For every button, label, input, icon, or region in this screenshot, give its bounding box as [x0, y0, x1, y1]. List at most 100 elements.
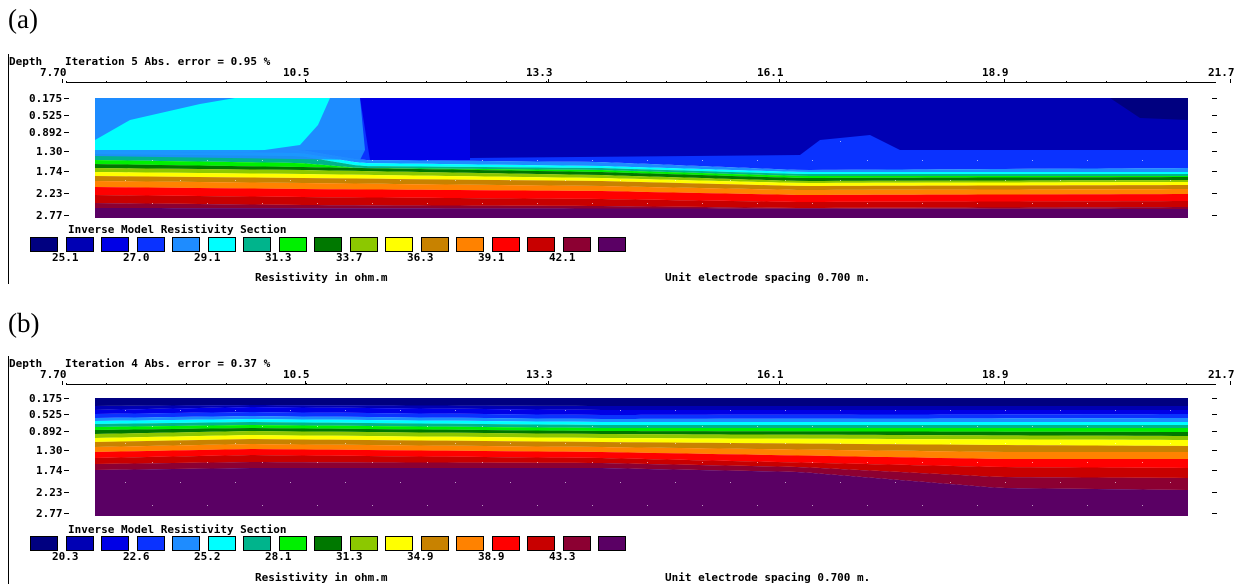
- x-minor-tick: [1066, 383, 1067, 385]
- datum-dot: [152, 160, 153, 161]
- datum-dot: [867, 462, 868, 463]
- datum-dot: [345, 410, 346, 411]
- legend-swatch: [243, 237, 271, 252]
- x-tick-mark: [1230, 381, 1231, 385]
- legend-swatch: [527, 536, 555, 551]
- legend-value: 31.3: [336, 550, 363, 563]
- datum-dot: [1197, 124, 1198, 125]
- legend-swatch: [491, 237, 520, 252]
- datum-dot: [647, 203, 648, 204]
- datum-dot: [812, 462, 813, 463]
- legend-swatch: [420, 536, 449, 551]
- datum-dot: [262, 203, 263, 204]
- section-title: Inverse Model Resistivity Section: [68, 223, 287, 236]
- datum-dot: [1087, 505, 1088, 506]
- resistivity-band: [95, 187, 1188, 202]
- datum-dot: [235, 482, 236, 483]
- datum-dot: [840, 443, 841, 444]
- datum-dot: [977, 203, 978, 204]
- cyan-zone: [95, 98, 330, 152]
- datum-dot: [1115, 410, 1116, 411]
- x-minor-tick: [546, 81, 547, 83]
- x-tick-mark: [305, 79, 306, 83]
- datum-dot: [950, 443, 951, 444]
- datum-dot: [317, 462, 318, 463]
- datum-dot: [345, 443, 346, 444]
- datum-dot: [537, 505, 538, 506]
- datum-dot: [537, 462, 538, 463]
- resistivity-band: [95, 172, 1188, 186]
- datum-dot: [757, 426, 758, 427]
- x-tick-mark: [62, 79, 63, 83]
- datum-dot: [290, 482, 291, 483]
- resistivity-band: [95, 425, 1188, 432]
- x-minor-tick: [506, 383, 507, 385]
- depth-tick-label: 2.23: [36, 187, 63, 200]
- depth-tick-mark: [1212, 98, 1217, 99]
- datum-dot: [592, 426, 593, 427]
- datum-dot: [1032, 203, 1033, 204]
- depth-tick-mark: [64, 398, 69, 399]
- resistivity-band: [95, 412, 1188, 419]
- legend-value: 33.7: [336, 251, 363, 264]
- legend-swatch: [101, 237, 129, 252]
- datum-dot: [262, 426, 263, 427]
- resistivity-label: Resistivity in ohm.m: [255, 571, 388, 584]
- x-minor-tick: [826, 81, 827, 83]
- legend-swatch: [172, 237, 200, 252]
- datum-dot: [152, 462, 153, 463]
- datum-dot: [125, 180, 126, 181]
- x-minor-tick: [626, 81, 627, 83]
- x-tick-mark: [1230, 79, 1231, 83]
- datum-dot: [922, 426, 923, 427]
- legend-value: 22.6: [123, 550, 150, 563]
- datum-dot: [922, 505, 923, 506]
- x-minor-tick: [1106, 383, 1107, 385]
- resistivity-band: [95, 422, 1188, 428]
- datum-dot: [1115, 482, 1116, 483]
- depth-tick-label: 0.525: [29, 109, 63, 122]
- datum-dot: [1142, 462, 1143, 463]
- datum-dot: [1170, 443, 1171, 444]
- datum-dot: [1197, 462, 1198, 463]
- x-minor-tick: [346, 81, 347, 83]
- x-tick-mark: [62, 381, 63, 385]
- depth-label: Depth: [9, 55, 43, 68]
- x-minor-tick: [1066, 81, 1067, 83]
- datum-dot: [1005, 482, 1006, 483]
- datum-dot: [592, 505, 593, 506]
- x-minor-tick: [426, 81, 427, 83]
- datum-dot: [565, 482, 566, 483]
- depth-tick-label: 2.77: [36, 507, 63, 520]
- section-title: Inverse Model Resistivity Section: [68, 523, 287, 536]
- legend-swatch: [349, 536, 378, 551]
- depth-tick-mark: [64, 414, 69, 415]
- depth-tick-mark: [1212, 431, 1217, 432]
- depth-tick-label: 0.892: [29, 425, 63, 438]
- navy-zone: [1110, 98, 1188, 120]
- legend-swatch: [491, 536, 520, 551]
- datum-dot: [730, 443, 731, 444]
- datum-dot: [427, 160, 428, 161]
- x-minor-tick: [786, 81, 787, 83]
- depth-tick-mark: [1212, 171, 1217, 172]
- datum-dot: [620, 443, 621, 444]
- x-minor-tick: [386, 81, 387, 83]
- legend-swatch: [136, 536, 165, 551]
- x-minor-tick: [146, 383, 147, 385]
- resistivity-band: [95, 181, 1188, 195]
- datum-dot: [730, 482, 731, 483]
- depth-tick-label: 1.30: [36, 145, 63, 158]
- datum-dot: [840, 410, 841, 411]
- datum-dot: [372, 462, 373, 463]
- datum-dot: [647, 505, 648, 506]
- resistivity-label: Resistivity in ohm.m: [255, 271, 388, 284]
- datum-dot: [180, 443, 181, 444]
- depth-tick-mark: [1212, 492, 1217, 493]
- datum-dot: [317, 505, 318, 506]
- legend-swatch: [65, 536, 94, 551]
- datum-dot: [455, 410, 456, 411]
- datum-dot: [317, 426, 318, 427]
- datum-dot: [235, 180, 236, 181]
- legend-value: 34.9: [407, 550, 434, 563]
